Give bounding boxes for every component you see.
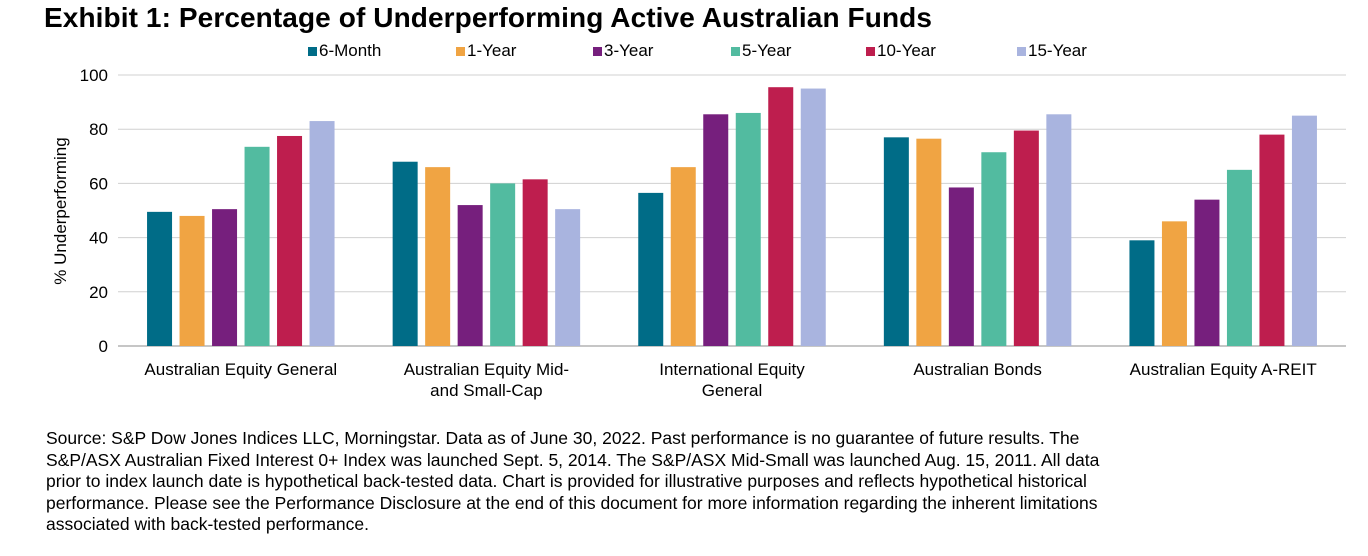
legend-label: 5-Year: [742, 41, 792, 60]
legend: 6-Month 1-Year 3-Year 5-Year 10-Year 15-Year: [308, 41, 1087, 60]
bar-3-year: [212, 209, 238, 346]
bar-15-year: [1046, 114, 1072, 346]
legend-swatch: [1017, 47, 1026, 56]
bar-5-year: [490, 183, 516, 346]
bar-15-year: [800, 88, 826, 347]
legend-label: 1-Year: [467, 41, 517, 60]
x-tick-label: Australian Equity General: [144, 360, 337, 379]
bar-10-year: [768, 87, 794, 346]
legend-swatch: [731, 47, 740, 56]
source-line: performance. Please see the Performance …: [46, 492, 1098, 513]
bar-10-year: [277, 135, 303, 346]
bar-15-year: [555, 209, 581, 346]
legend-swatch: [456, 47, 465, 56]
bar-6-month: [392, 161, 418, 346]
bar-15-year: [1291, 115, 1317, 347]
legend-label: 6-Month: [319, 41, 381, 60]
x-tick-label: General: [702, 381, 762, 400]
source-line: associated with back-tested performance.: [46, 514, 369, 534]
bar-1-year: [425, 167, 451, 346]
bar-3-year: [457, 205, 483, 346]
bar-3-year: [703, 114, 729, 346]
x-tick-label: International Equity: [659, 360, 805, 379]
legend-swatch: [593, 47, 602, 56]
legend-label: 15-Year: [1028, 41, 1087, 60]
bar-6-month: [638, 192, 664, 346]
bar-3-year: [948, 187, 974, 346]
x-tick-label: Australian Bonds: [913, 360, 1042, 379]
legend-label: 3-Year: [604, 41, 654, 60]
bar-10-year: [1013, 130, 1039, 346]
legend-swatch: [866, 47, 875, 56]
bar-1-year: [916, 138, 942, 346]
bar-6-month: [883, 137, 909, 346]
x-tick-label: Australian Equity Mid-: [404, 360, 569, 379]
y-axis-label: % Underperforming: [51, 137, 70, 284]
bar-1-year: [179, 215, 205, 346]
bar-10-year: [522, 179, 548, 346]
y-tick-label: 40: [89, 229, 108, 248]
legend-swatch: [308, 47, 317, 56]
bar-5-year: [244, 146, 270, 346]
bar-5-year: [1226, 169, 1252, 346]
bar-1-year: [1161, 221, 1187, 346]
y-tick-label: 20: [89, 283, 108, 302]
y-tick-labels: 0 20 40 60 80 100: [80, 66, 108, 356]
bar-5-year: [981, 152, 1007, 346]
bars: [147, 87, 1317, 347]
bar-6-month: [147, 211, 173, 346]
x-tick-label: Australian Equity A-REIT: [1130, 360, 1317, 379]
legend-label: 10-Year: [877, 41, 936, 60]
source-line: S&P/ASX Australian Fixed Interest 0+ Ind…: [46, 449, 1100, 470]
y-tick-label: 60: [89, 174, 108, 193]
bar-3-year: [1194, 199, 1220, 346]
bar-6-month: [1129, 240, 1155, 346]
source-line: prior to index launch date is hypothetic…: [46, 471, 1087, 491]
bar-15-year: [309, 121, 335, 346]
chart-title: Exhibit 1: Percentage of Underperforming…: [44, 2, 933, 33]
y-tick-label: 100: [80, 66, 108, 85]
x-tick-label: and Small-Cap: [430, 381, 542, 400]
bar-10-year: [1259, 134, 1285, 346]
x-tick-labels: Australian Equity General Australian Equi…: [144, 360, 1316, 400]
y-tick-label: 0: [99, 337, 108, 356]
y-tick-label: 80: [89, 120, 108, 139]
gridlines: [118, 74, 1346, 347]
source-note: Source: S&P Dow Jones Indices LLC, Morni…: [46, 428, 1336, 536]
source-line: Source: S&P Dow Jones Indices LLC, Morni…: [46, 428, 1080, 448]
bar-5-year: [735, 112, 761, 346]
bar-1-year: [670, 167, 696, 346]
